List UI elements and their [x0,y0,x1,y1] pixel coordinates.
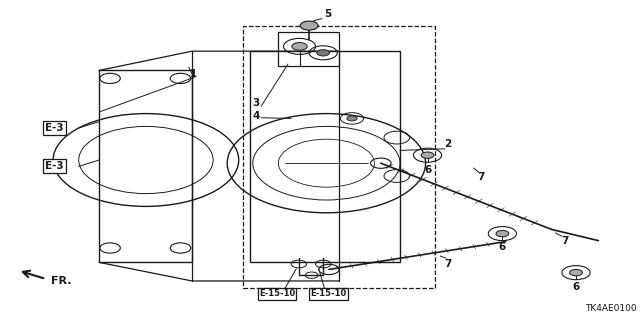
Text: 7: 7 [561,236,568,246]
Bar [243,26,435,288]
Text: 1: 1 [190,68,198,79]
Text: 6: 6 [424,165,431,175]
Text: E-15-10: E-15-10 [259,289,295,298]
Text: E-3: E-3 [45,123,64,133]
Text: FR.: FR. [51,276,72,286]
Bar [278,32,339,66]
Text: 6: 6 [499,242,506,252]
Text: 6: 6 [572,282,580,292]
Bar [250,51,400,262]
Text: 7: 7 [477,172,485,182]
Circle shape [421,152,434,158]
Circle shape [496,230,509,237]
Text: TK4AE0100: TK4AE0100 [585,304,637,313]
Bar [99,70,192,262]
Text: 3: 3 [252,98,260,108]
Text: E-3: E-3 [45,161,64,172]
Circle shape [317,50,330,56]
Text: E-15-10: E-15-10 [310,289,346,298]
Text: 7: 7 [444,259,452,269]
Circle shape [292,43,307,50]
Text: 2: 2 [444,139,452,149]
Circle shape [300,21,318,30]
Circle shape [347,116,357,121]
Circle shape [570,269,582,276]
Text: 4: 4 [252,111,260,121]
Text: 5: 5 [324,9,332,20]
